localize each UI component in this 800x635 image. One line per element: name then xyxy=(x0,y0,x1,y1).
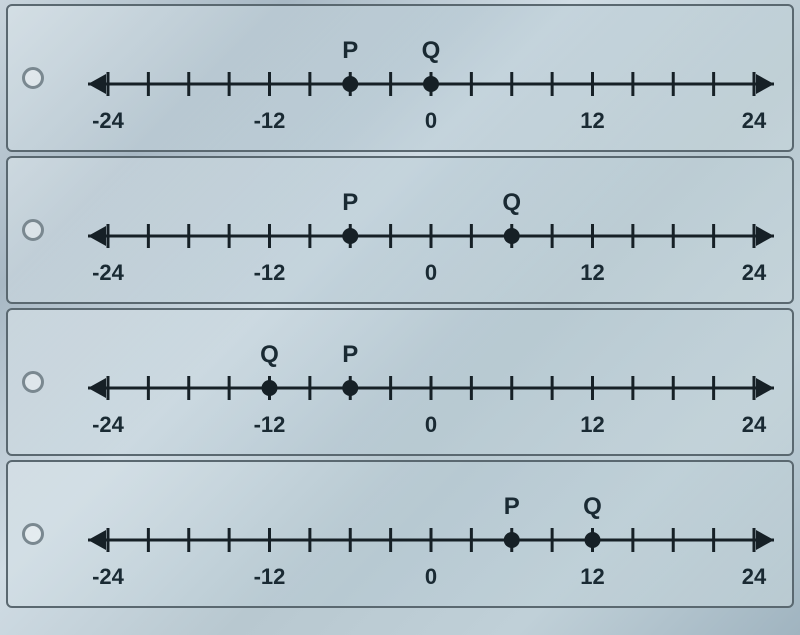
radio-button[interactable] xyxy=(22,219,44,241)
point-label-Q: Q xyxy=(422,37,441,64)
axis-label: -12 xyxy=(254,564,286,589)
number-line: -24 -12 0 12 24 P Q xyxy=(52,16,792,146)
axis-label: 24 xyxy=(742,564,767,589)
point-Q xyxy=(423,76,439,92)
axis-label: 12 xyxy=(580,564,604,589)
axis-label: 0 xyxy=(425,108,437,133)
answer-option-A[interactable]: -24 -12 0 12 24 P Q xyxy=(6,4,794,152)
point-label-Q: Q xyxy=(260,341,279,368)
point-label-P: P xyxy=(504,493,520,520)
point-P xyxy=(504,532,520,548)
point-Q xyxy=(262,380,278,396)
axis-label: 0 xyxy=(425,564,437,589)
radio-button[interactable] xyxy=(22,371,44,393)
point-label-P: P xyxy=(342,37,358,64)
axis-label: -24 xyxy=(92,564,125,589)
point-P xyxy=(342,76,358,92)
point-label-P: P xyxy=(342,341,358,368)
point-Q xyxy=(504,228,520,244)
point-label-P: P xyxy=(342,189,358,216)
answer-option-C[interactable]: -24 -12 0 12 24 Q P xyxy=(6,308,794,456)
answer-option-D[interactable]: -24 -12 0 12 24 P Q xyxy=(6,460,794,608)
axis-label: -24 xyxy=(92,108,125,133)
point-P xyxy=(342,380,358,396)
radio-button[interactable] xyxy=(22,67,44,89)
axis-label: 12 xyxy=(580,412,604,437)
axis-label: -12 xyxy=(254,260,286,285)
axis-label: 24 xyxy=(742,108,767,133)
axis-label: 0 xyxy=(425,412,437,437)
axis-label: 0 xyxy=(425,260,437,285)
point-P xyxy=(342,228,358,244)
axis-label: 24 xyxy=(742,412,767,437)
number-line: -24 -12 0 12 24 P Q xyxy=(52,472,792,602)
number-line: -24 -12 0 12 24 Q P xyxy=(52,320,792,450)
point-label-Q: Q xyxy=(502,189,521,216)
point-label-Q: Q xyxy=(583,493,602,520)
axis-label: -24 xyxy=(92,260,125,285)
radio-button[interactable] xyxy=(22,523,44,545)
point-Q xyxy=(585,532,601,548)
number-line: -24 -12 0 12 24 P Q xyxy=(52,168,792,298)
axis-label: -12 xyxy=(254,108,286,133)
answer-option-B[interactable]: -24 -12 0 12 24 P Q xyxy=(6,156,794,304)
axis-label: -24 xyxy=(92,412,125,437)
axis-label: 12 xyxy=(580,260,604,285)
axis-label: 24 xyxy=(742,260,767,285)
axis-label: -12 xyxy=(254,412,286,437)
axis-label: 12 xyxy=(580,108,604,133)
